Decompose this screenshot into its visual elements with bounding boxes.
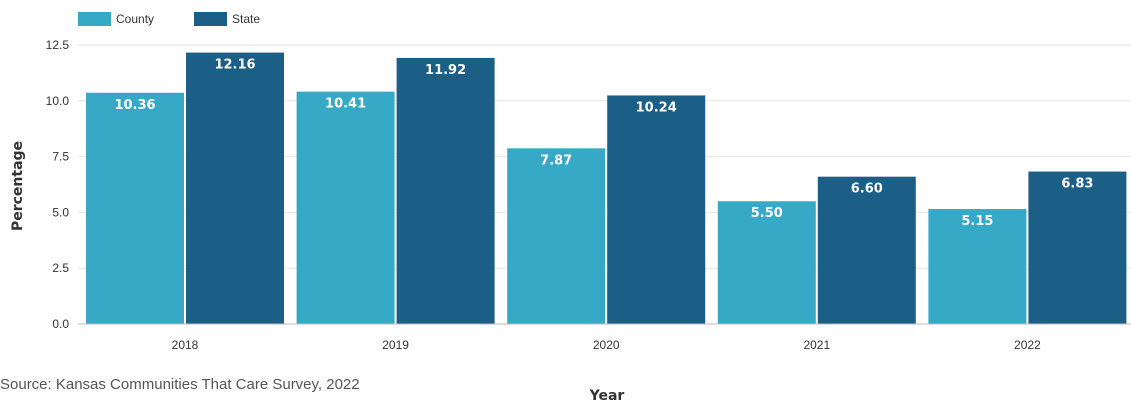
bar-county-2020	[507, 148, 606, 324]
bar-county-2018	[86, 92, 184, 324]
bar-county-2019	[296, 91, 395, 324]
legend: County State	[78, 12, 260, 26]
y-tick-label: 10.0	[46, 94, 70, 108]
x-tick-label: 2021	[803, 338, 830, 352]
data-label: 5.50	[751, 206, 783, 221]
legend-item-county[interactable]: County	[78, 12, 154, 26]
x-tick-label: 2022	[1014, 338, 1041, 352]
bar-state-2019	[396, 57, 495, 325]
legend-label: County	[116, 12, 154, 26]
data-label: 10.36	[114, 98, 155, 113]
data-label: 7.87	[540, 153, 572, 168]
x-tick-label: 2019	[382, 338, 409, 352]
bar-state-2022	[1028, 171, 1127, 324]
data-label: 6.83	[1061, 177, 1093, 192]
data-label: 5.15	[961, 214, 993, 229]
data-label: 12.16	[214, 58, 255, 73]
y-tick-label: 12.5	[46, 38, 70, 52]
legend-swatch	[194, 12, 227, 26]
x-axis-title: Year	[589, 388, 625, 404]
bar-county-2021	[717, 201, 816, 324]
legend-label: State	[232, 12, 260, 26]
data-label: 11.92	[425, 63, 466, 78]
y-axis-title: Percentage	[10, 141, 26, 231]
y-tick-label: 5.0	[52, 205, 69, 219]
y-tick-label: 0.0	[52, 317, 69, 331]
x-tick-label: 2020	[593, 338, 620, 352]
y-tick-label: 7.5	[52, 150, 69, 164]
bar-state-2018	[186, 52, 284, 324]
legend-item-state[interactable]: State	[194, 12, 260, 26]
data-label: 10.24	[636, 100, 677, 115]
x-axis-ticks: 2018 2019 2020 2021 2022	[172, 338, 1041, 352]
data-label: 10.41	[325, 97, 366, 112]
y-axis-ticks: 0.0 2.5 5.0 7.5 10.0 12.5	[46, 38, 70, 331]
source-note: Source: Kansas Communities That Care Sur…	[0, 376, 360, 393]
bar-county-2022	[928, 209, 1027, 324]
bars: 10.36 12.16 10.41 11.92 7.87 10.24 5.50 6.60 5.1…	[86, 52, 1127, 325]
bar-state-2020	[607, 95, 706, 324]
y-tick-label: 2.5	[52, 261, 69, 275]
data-label: 6.60	[851, 182, 883, 197]
x-tick-label: 2018	[172, 338, 199, 352]
bar-state-2021	[817, 176, 916, 324]
legend-swatch	[78, 12, 111, 26]
